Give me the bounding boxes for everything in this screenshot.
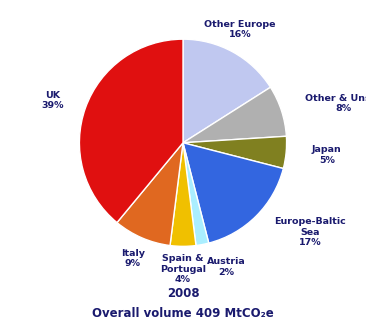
Wedge shape xyxy=(183,136,287,169)
Text: Japan
5%: Japan 5% xyxy=(312,145,341,165)
Text: 2008: 2008 xyxy=(167,287,199,300)
Text: UK
39%: UK 39% xyxy=(41,91,64,110)
Text: Italy
9%: Italy 9% xyxy=(121,249,145,269)
Text: Overall volume 409 MtCO₂e: Overall volume 409 MtCO₂e xyxy=(92,307,274,320)
Text: Spain &
Portugal
4%: Spain & Portugal 4% xyxy=(160,254,206,284)
Text: Austria
2%: Austria 2% xyxy=(207,257,246,277)
Wedge shape xyxy=(117,143,183,246)
Text: Europe-Baltic
Sea
17%: Europe-Baltic Sea 17% xyxy=(274,217,346,247)
Wedge shape xyxy=(183,143,283,243)
Wedge shape xyxy=(183,143,209,246)
Wedge shape xyxy=(79,39,183,222)
Text: Other Europe
16%: Other Europe 16% xyxy=(205,20,276,39)
Wedge shape xyxy=(170,143,196,246)
Wedge shape xyxy=(183,39,270,143)
Wedge shape xyxy=(183,87,286,143)
Text: Other & Unsp.
8%: Other & Unsp. 8% xyxy=(305,94,366,114)
